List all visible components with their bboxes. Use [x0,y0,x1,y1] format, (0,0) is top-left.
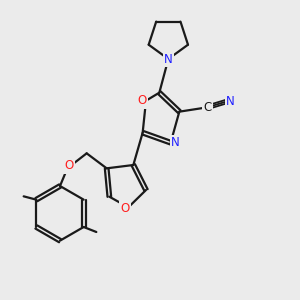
Text: N: N [164,52,173,65]
Text: N: N [171,136,180,149]
Text: O: O [137,94,147,107]
Text: C: C [203,100,212,113]
Text: O: O [120,202,130,215]
Text: O: O [64,159,74,172]
Text: N: N [226,95,235,108]
